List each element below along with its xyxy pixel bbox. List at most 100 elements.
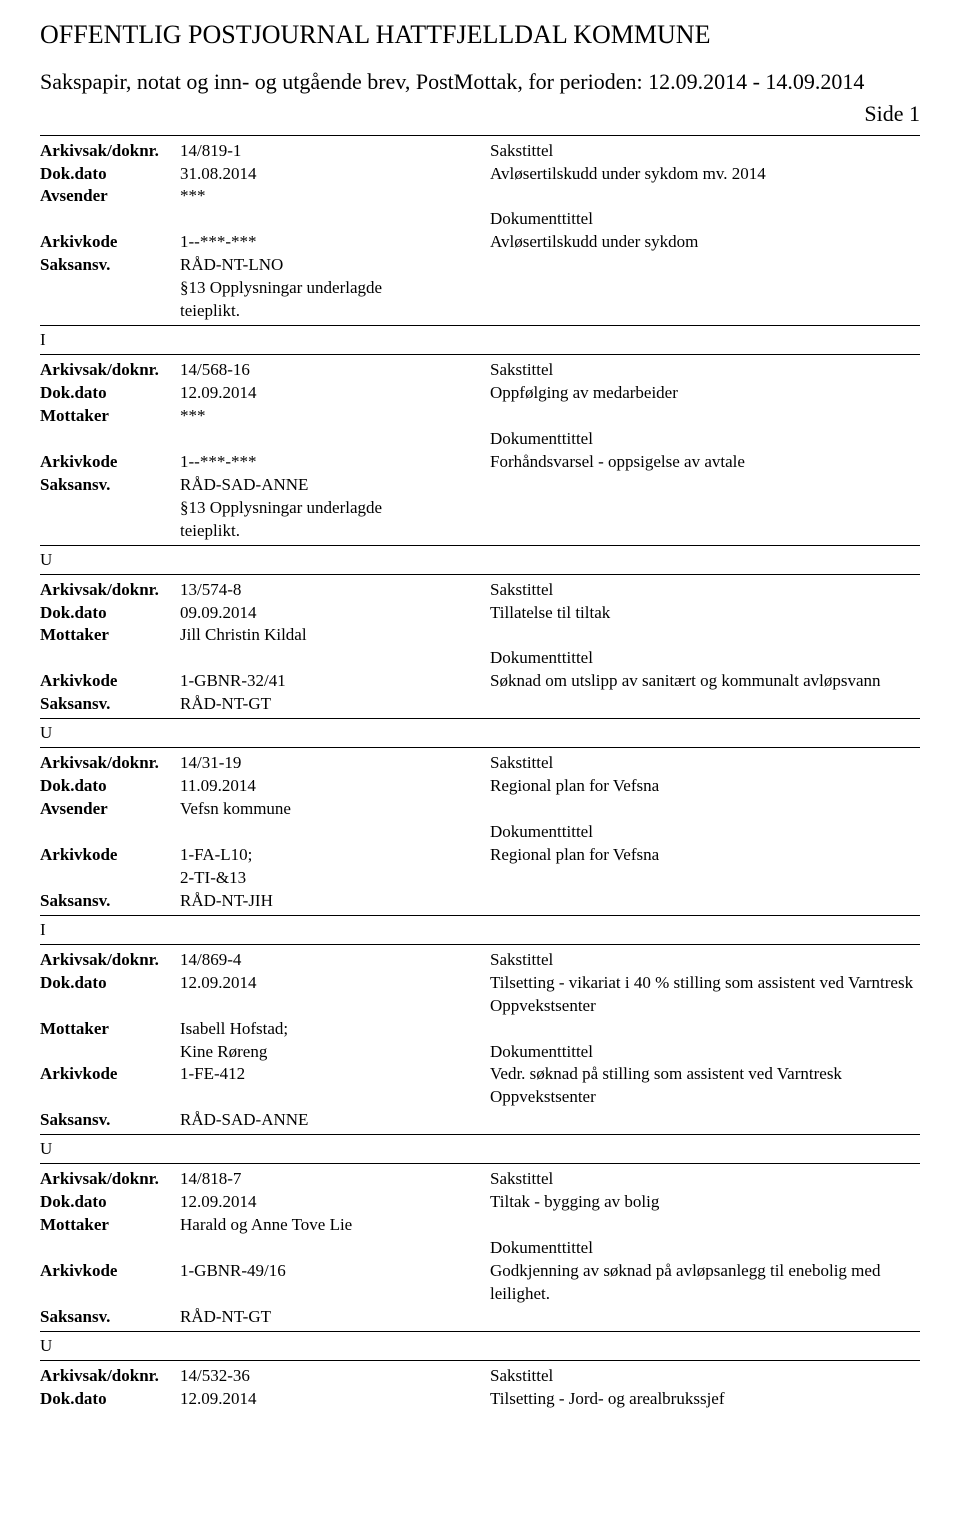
dokumenttittel-label: Dokumenttittel bbox=[490, 821, 920, 844]
arkivsak-label: Arkivsak/doknr. bbox=[40, 359, 180, 382]
saksansv-label: Saksansv. bbox=[40, 1109, 180, 1132]
extra-line: §13 Opplysningar underlagde bbox=[180, 497, 920, 520]
arkivsak-label: Arkivsak/doknr. bbox=[40, 1365, 180, 1388]
party-label: Mottaker bbox=[40, 1214, 180, 1237]
page-subtitle: Sakspapir, notat og inn- og utgående bre… bbox=[40, 68, 920, 97]
dokdato-value: 09.09.2014 bbox=[180, 602, 490, 625]
sakstittel-label: Sakstittel bbox=[490, 359, 920, 382]
blank bbox=[490, 185, 920, 208]
journal-entry: Arkivsak/doknr.14/31-19SakstittelDok.dat… bbox=[40, 747, 920, 940]
dokumenttittel-text: Vedr. søknad på stilling som assistent v… bbox=[490, 1063, 920, 1109]
sakstittel-label: Sakstittel bbox=[490, 1168, 920, 1191]
direction-marker: I bbox=[40, 920, 920, 940]
arkivkode-label: Arkivkode bbox=[40, 844, 180, 867]
arkivsak-value: 14/869-4 bbox=[180, 949, 490, 972]
arkivkode-value: 1--***-*** bbox=[180, 231, 490, 254]
page-title: OFFENTLIG POSTJOURNAL HATTFJELLDAL KOMMU… bbox=[40, 20, 920, 50]
party-label: Mottaker bbox=[40, 405, 180, 428]
arkivkode-value: 1-GBNR-32/41 bbox=[180, 670, 490, 693]
dokumenttittel-text: Avløsertilskudd under sykdom bbox=[490, 231, 920, 254]
blank bbox=[490, 405, 920, 428]
arkivsak-label: Arkivsak/doknr. bbox=[40, 1168, 180, 1191]
party-value: *** bbox=[180, 185, 490, 208]
arkivsak-label: Arkivsak/doknr. bbox=[40, 752, 180, 775]
sakstittel-label: Sakstittel bbox=[490, 140, 920, 163]
direction-marker: U bbox=[40, 1336, 920, 1356]
dokumenttittel-text: Godkjenning av søknad på avløpsanlegg ti… bbox=[490, 1260, 920, 1306]
arkivkode-value: 1--***-*** bbox=[180, 451, 490, 474]
sakstittel-text: Regional plan for Vefsna bbox=[490, 775, 920, 798]
dokdato-value: 12.09.2014 bbox=[180, 972, 490, 1018]
dokumenttittel-text: Forhåndsvarsel - oppsigelse av avtale bbox=[490, 451, 920, 474]
arkivkode-label: Arkivkode bbox=[40, 670, 180, 693]
direction-marker: U bbox=[40, 1139, 920, 1159]
party-label: Mottaker bbox=[40, 624, 180, 647]
dokumenttittel-text: Regional plan for Vefsna bbox=[490, 844, 920, 867]
arkivkode-value-2: 2-TI-&13 bbox=[180, 867, 490, 890]
saksansv-value: RÅD-NT-GT bbox=[180, 693, 490, 716]
arkivsak-value: 14/532-36 bbox=[180, 1365, 490, 1388]
arkivsak-value: 14/568-16 bbox=[180, 359, 490, 382]
blank bbox=[490, 798, 920, 821]
arkivkode-label: Arkivkode bbox=[40, 1063, 180, 1109]
arkivkode-value: 1-FA-L10; bbox=[180, 844, 490, 867]
journal-entry: Arkivsak/doknr.14/532-36Sakstittel Dok.da… bbox=[40, 1360, 920, 1411]
sakstittel-text: Tiltak - bygging av bolig bbox=[490, 1191, 920, 1214]
dokdato-label: Dok.dato bbox=[40, 602, 180, 625]
dokdato-value: 31.08.2014 bbox=[180, 163, 490, 186]
party-value: Isabell Hofstad; bbox=[180, 1018, 490, 1041]
dokumenttittel-label: Dokumenttittel bbox=[490, 1041, 920, 1064]
arkivsak-label: Arkivsak/doknr. bbox=[40, 140, 180, 163]
arkivkode-label: Arkivkode bbox=[40, 1260, 180, 1306]
direction-marker: I bbox=[40, 330, 920, 350]
sakstittel-text: Avløsertilskudd under sykdom mv. 2014 bbox=[490, 163, 920, 186]
extra-line: teieplikt. bbox=[180, 520, 920, 543]
dokdato-label: Dok.dato bbox=[40, 972, 180, 1018]
journal-entries: Arkivsak/doknr.14/819-1SakstittelDok.dat… bbox=[40, 135, 920, 1411]
journal-entry: Arkivsak/doknr.14/818-7SakstittelDok.dat… bbox=[40, 1163, 920, 1356]
extra-line: teieplikt. bbox=[180, 300, 920, 323]
arkivsak-value: 14/31-19 bbox=[180, 752, 490, 775]
saksansv-value: RÅD-NT-LNO bbox=[180, 254, 490, 277]
sakstittel-label: Sakstittel bbox=[490, 579, 920, 602]
dokdato-value: 12.09.2014 bbox=[180, 1388, 490, 1411]
dokdato-value: 12.09.2014 bbox=[180, 1191, 490, 1214]
saksansv-value: RÅD-SAD-ANNE bbox=[180, 474, 490, 497]
sakstittel-text: Oppfølging av medarbeider bbox=[490, 382, 920, 405]
arkivsak-value: 14/818-7 bbox=[180, 1168, 490, 1191]
sakstittel-label: Sakstittel bbox=[490, 1365, 920, 1388]
dokdato-value: 12.09.2014 bbox=[180, 382, 490, 405]
journal-entry: Arkivsak/doknr.14/819-1SakstittelDok.dat… bbox=[40, 135, 920, 351]
arkivsak-label: Arkivsak/doknr. bbox=[40, 949, 180, 972]
arkivkode-value: 1-FE-412 bbox=[180, 1063, 490, 1109]
journal-entry: Arkivsak/doknr.14/568-16Sakstittel Dok.da… bbox=[40, 354, 920, 570]
dokdato-value: 11.09.2014 bbox=[180, 775, 490, 798]
saksansv-value: RÅD-NT-GT bbox=[180, 1306, 490, 1329]
dokumenttittel-label: Dokumenttittel bbox=[490, 428, 920, 451]
sakstittel-text: Tilsetting - Jord- og arealbrukssjef bbox=[490, 1388, 920, 1411]
party-value: Harald og Anne Tove Lie bbox=[180, 1214, 490, 1237]
saksansv-label: Saksansv. bbox=[40, 474, 180, 497]
party-label: Avsender bbox=[40, 185, 180, 208]
arkivkode-value: 1-GBNR-49/16 bbox=[180, 1260, 490, 1306]
dokdato-label: Dok.dato bbox=[40, 775, 180, 798]
extra-line: §13 Opplysningar underlagde bbox=[180, 277, 920, 300]
dokdato-label: Dok.dato bbox=[40, 382, 180, 405]
dokdato-label: Dok.dato bbox=[40, 163, 180, 186]
blank bbox=[490, 1018, 920, 1041]
blank bbox=[490, 624, 920, 647]
saksansv-value: RÅD-NT-JIH bbox=[180, 890, 490, 913]
sakstittel-label: Sakstittel bbox=[490, 949, 920, 972]
dokumenttittel-label: Dokumenttittel bbox=[490, 1237, 920, 1260]
dokumenttittel-text: Søknad om utslipp av sanitært og kommuna… bbox=[490, 670, 920, 693]
saksansv-label: Saksansv. bbox=[40, 693, 180, 716]
dokdato-label: Dok.dato bbox=[40, 1388, 180, 1411]
direction-marker: U bbox=[40, 550, 920, 570]
arkivsak-label: Arkivsak/doknr. bbox=[40, 579, 180, 602]
party-value: *** bbox=[180, 405, 490, 428]
saksansv-value: RÅD-SAD-ANNE bbox=[180, 1109, 490, 1132]
party-label: Avsender bbox=[40, 798, 180, 821]
dokumenttittel-label: Dokumenttittel bbox=[490, 647, 920, 670]
sakstittel-text: Tilsetting - vikariat i 40 % stilling so… bbox=[490, 972, 920, 1018]
direction-marker: U bbox=[40, 723, 920, 743]
